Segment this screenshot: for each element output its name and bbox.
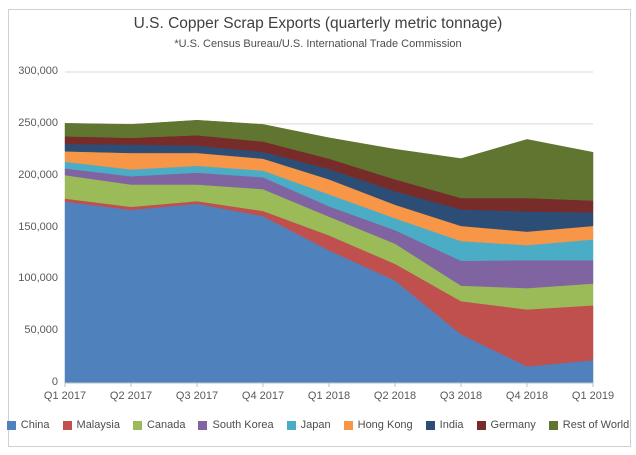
x-tick-label: Q3 2018 — [439, 390, 483, 402]
y-tick-label: 250,000 — [18, 116, 58, 129]
legend-label-germany: Germany — [490, 419, 536, 431]
x-tick-label: Q3 2017 — [175, 390, 219, 402]
legend-swatch-malaysia — [62, 420, 72, 430]
y-tick-label: 100,000 — [18, 272, 58, 285]
legend-swatch-rest-of-world — [548, 420, 558, 430]
y-tick-label: 0 — [51, 376, 58, 388]
legend-swatch-canada — [132, 420, 142, 430]
legend-label-malaysia: Malaysia — [76, 419, 120, 431]
legend-label-rest-of-world: Rest of World — [562, 419, 630, 431]
legend-label-south-korea: South Korea — [212, 419, 274, 431]
legend-item-japan: Japan — [286, 419, 331, 431]
legend-swatch-hong-kong — [343, 420, 353, 430]
legend-item-hong-kong: Hong Kong — [343, 419, 413, 431]
chart-subtitle: *U.S. Census Bureau/U.S. International T… — [174, 38, 462, 50]
legend-swatch-south-korea — [198, 420, 208, 430]
x-tick-label: Q4 2018 — [505, 390, 549, 402]
legend-swatch-india — [425, 420, 435, 430]
y-tick-label: 150,000 — [18, 220, 58, 233]
legend-label-canada: Canada — [146, 419, 186, 431]
legend: China Malaysia Canada South Korea Japan Hong … — [0, 419, 636, 431]
y-tick-label: 50,000 — [24, 324, 58, 337]
legend-item-south-korea: South Korea — [198, 419, 274, 431]
legend-item-rest-of-world: Rest of World — [548, 419, 630, 431]
x-tick-label: Q1 2018 — [307, 390, 351, 402]
area-band-rest-of-world — [64, 119, 594, 201]
legend-item-china: China — [6, 419, 50, 431]
legend-swatch-germany — [476, 420, 486, 430]
legend-label-china: China — [20, 419, 50, 431]
x-tick-label: Q2 2017 — [109, 390, 153, 402]
y-tick-label: 200,000 — [18, 168, 58, 181]
x-tick-label: Q4 2017 — [241, 390, 285, 402]
x-tick-label: Q1 2019 — [571, 390, 615, 402]
legend-item-germany: Germany — [476, 419, 536, 431]
legend-label-japan: Japan — [300, 419, 331, 431]
chart-border — [8, 9, 631, 447]
legend-item-malaysia: Malaysia — [62, 419, 120, 431]
chart-title: U.S. Copper Scrap Exports (quarterly met… — [133, 15, 503, 32]
legend-label-hong-kong: Hong Kong — [357, 419, 413, 431]
legend-swatch-japan — [286, 420, 296, 430]
legend-item-india: India — [425, 419, 464, 431]
x-tick-label: Q1 2017 — [43, 390, 87, 402]
legend-item-canada: Canada — [132, 419, 186, 431]
legend-label-india: India — [439, 419, 464, 431]
legend-swatch-china — [6, 420, 16, 430]
y-tick-label: 300,000 — [18, 65, 58, 77]
x-tick-label: Q2 2018 — [373, 390, 417, 402]
